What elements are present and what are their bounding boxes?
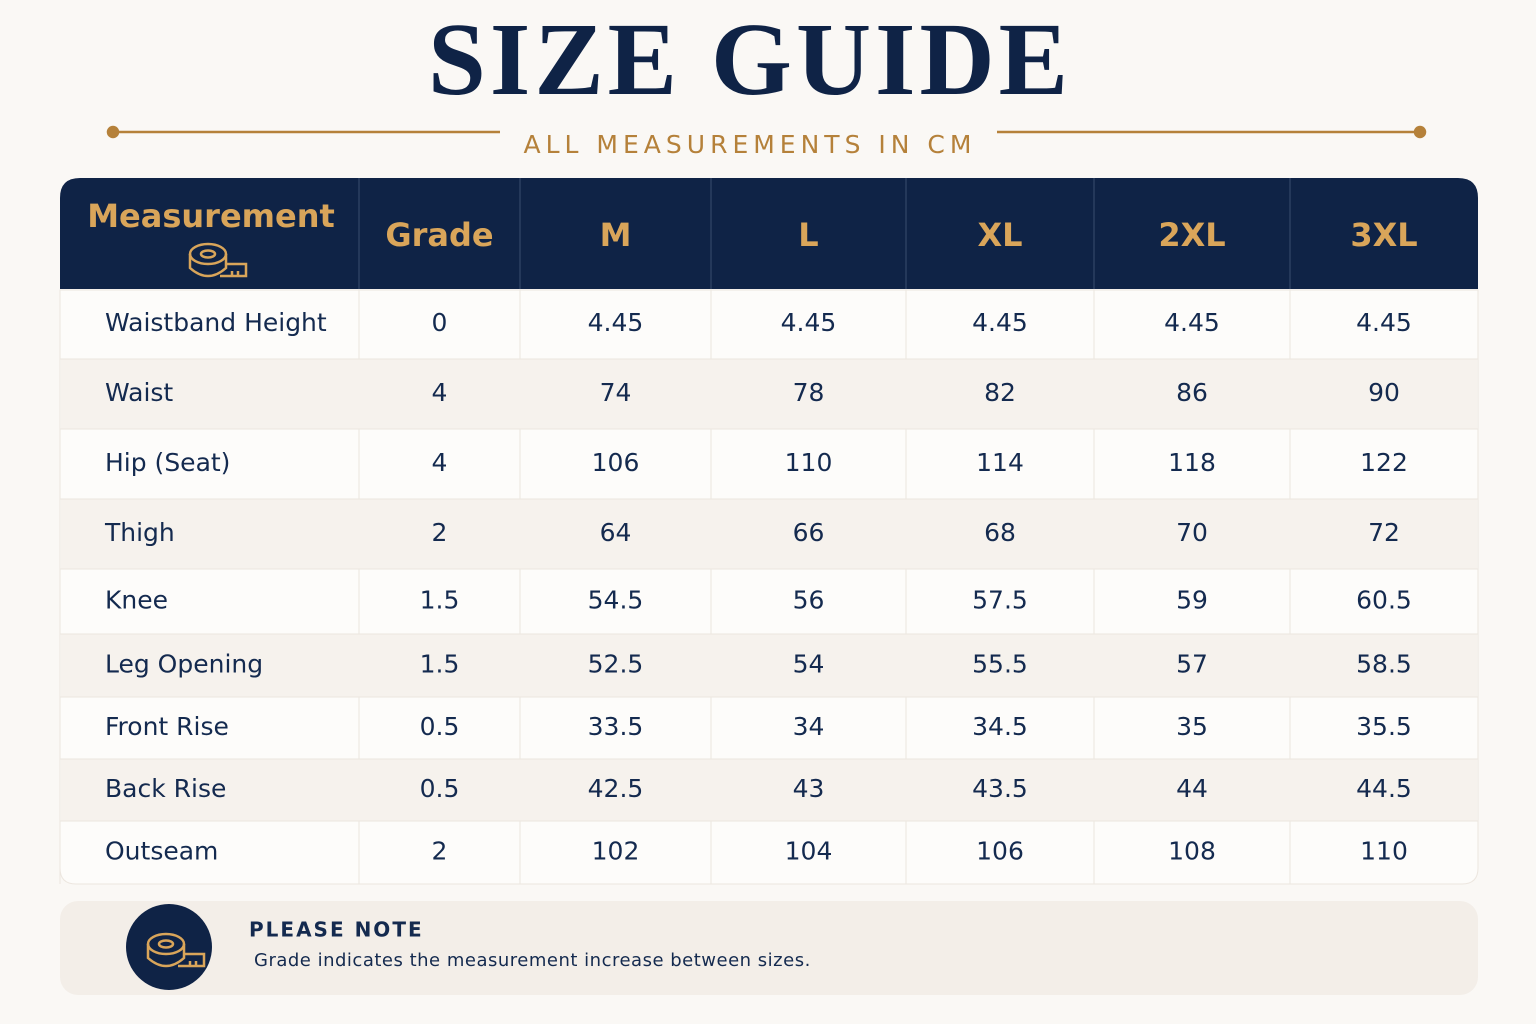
- cell-value: 34.5: [972, 712, 1028, 741]
- cell-value: 0.5: [420, 774, 460, 803]
- row-label: Hip (Seat): [105, 448, 230, 477]
- cell-value: 110: [1360, 837, 1408, 866]
- note-text: Grade indicates the measurement increase…: [254, 950, 811, 971]
- cell-value: 106: [976, 837, 1024, 866]
- cell-value: 102: [592, 837, 640, 866]
- table-header: [60, 178, 1478, 289]
- row-label: Knee: [105, 586, 168, 615]
- cell-value: 55.5: [972, 650, 1028, 679]
- cell-value: 90: [1368, 378, 1400, 407]
- cell-value: 72: [1368, 518, 1400, 547]
- cell-value: 4.45: [972, 308, 1028, 337]
- cell-value: 57: [1176, 650, 1208, 679]
- table-body: [59, 289, 1479, 885]
- table-cells: Measurement Grade M L XL 2XL 3XL Waistband Heig…: [87, 178, 1418, 866]
- cell-value: 54: [793, 650, 825, 679]
- cell-value: 34: [793, 712, 825, 741]
- cell-value: 44: [1176, 774, 1208, 803]
- cell-value: 70: [1176, 518, 1208, 547]
- column-header: M: [600, 216, 632, 254]
- note-box: [60, 901, 1478, 995]
- cell-value: 60.5: [1356, 586, 1412, 615]
- row-shade: [61, 759, 1477, 821]
- cell-value: 82: [984, 378, 1016, 407]
- cell-value: 4.45: [588, 308, 644, 337]
- table-rows: [60, 289, 1478, 884]
- cell-value: 78: [793, 378, 825, 407]
- row-label: Outseam: [105, 837, 218, 866]
- cell-value: 108: [1168, 837, 1216, 866]
- cell-value: 118: [1168, 448, 1216, 477]
- cell-value: 42.5: [588, 774, 644, 803]
- cell-value: 4: [432, 378, 448, 407]
- row-label: Waistband Height: [105, 308, 327, 337]
- cell-value: 43.5: [972, 774, 1028, 803]
- note-icon: [146, 932, 206, 968]
- cell-value: 114: [976, 448, 1024, 477]
- column-header: Grade: [385, 216, 493, 254]
- title: SIZE GUIDE: [428, 2, 1072, 117]
- cell-value: 86: [1176, 378, 1208, 407]
- divider: [106, 125, 1427, 139]
- cell-value: 56: [793, 586, 825, 615]
- row-label: Leg Opening: [105, 650, 263, 679]
- column-header: L: [798, 216, 818, 254]
- column-header: Measurement: [87, 197, 335, 235]
- cell-value: 35: [1176, 712, 1208, 741]
- cell-value: 1.5: [420, 586, 460, 615]
- cell-value: 68: [984, 518, 1016, 547]
- cell-value: 59: [1176, 586, 1208, 615]
- cell-value: 4.45: [781, 308, 837, 337]
- cell-value: 104: [785, 837, 833, 866]
- cell-value: 66: [793, 518, 825, 547]
- cell-value: 64: [600, 518, 632, 547]
- cell-value: 4.45: [1164, 308, 1220, 337]
- row-label: Front Rise: [105, 712, 229, 741]
- cell-value: 74: [600, 378, 632, 407]
- cell-value: 54.5: [588, 586, 644, 615]
- note-title: PLEASE NOTE: [249, 918, 424, 942]
- cell-value: 58.5: [1356, 650, 1412, 679]
- cell-value: 44.5: [1356, 774, 1412, 803]
- cell-value: 0.5: [420, 712, 460, 741]
- column-header: 3XL: [1350, 216, 1417, 254]
- cell-value: 43: [793, 774, 825, 803]
- cell-value: 122: [1360, 448, 1408, 477]
- cell-value: 4: [432, 448, 448, 477]
- row-shade: [61, 634, 1477, 697]
- cell-value: 2: [432, 837, 448, 866]
- row-label: Back Rise: [105, 774, 226, 803]
- subtitle: ALL MEASUREMENTS IN CM: [524, 130, 977, 159]
- cell-value: 0: [432, 308, 448, 337]
- cell-value: 110: [785, 448, 833, 477]
- cell-value: 57.5: [972, 586, 1028, 615]
- cell-value: 52.5: [588, 650, 644, 679]
- tape-icon: [188, 242, 248, 278]
- row-label: Waist: [105, 378, 173, 407]
- cell-value: 35.5: [1356, 712, 1412, 741]
- column-header: XL: [977, 216, 1022, 254]
- cell-value: 2: [432, 518, 448, 547]
- column-header: 2XL: [1158, 216, 1225, 254]
- row-shade: [61, 499, 1477, 569]
- cell-value: 33.5: [588, 712, 644, 741]
- cell-value: 106: [592, 448, 640, 477]
- cell-value: 1.5: [420, 650, 460, 679]
- cell-value: 4.45: [1356, 308, 1412, 337]
- row-label: Thigh: [104, 518, 175, 547]
- row-shade: [61, 359, 1477, 429]
